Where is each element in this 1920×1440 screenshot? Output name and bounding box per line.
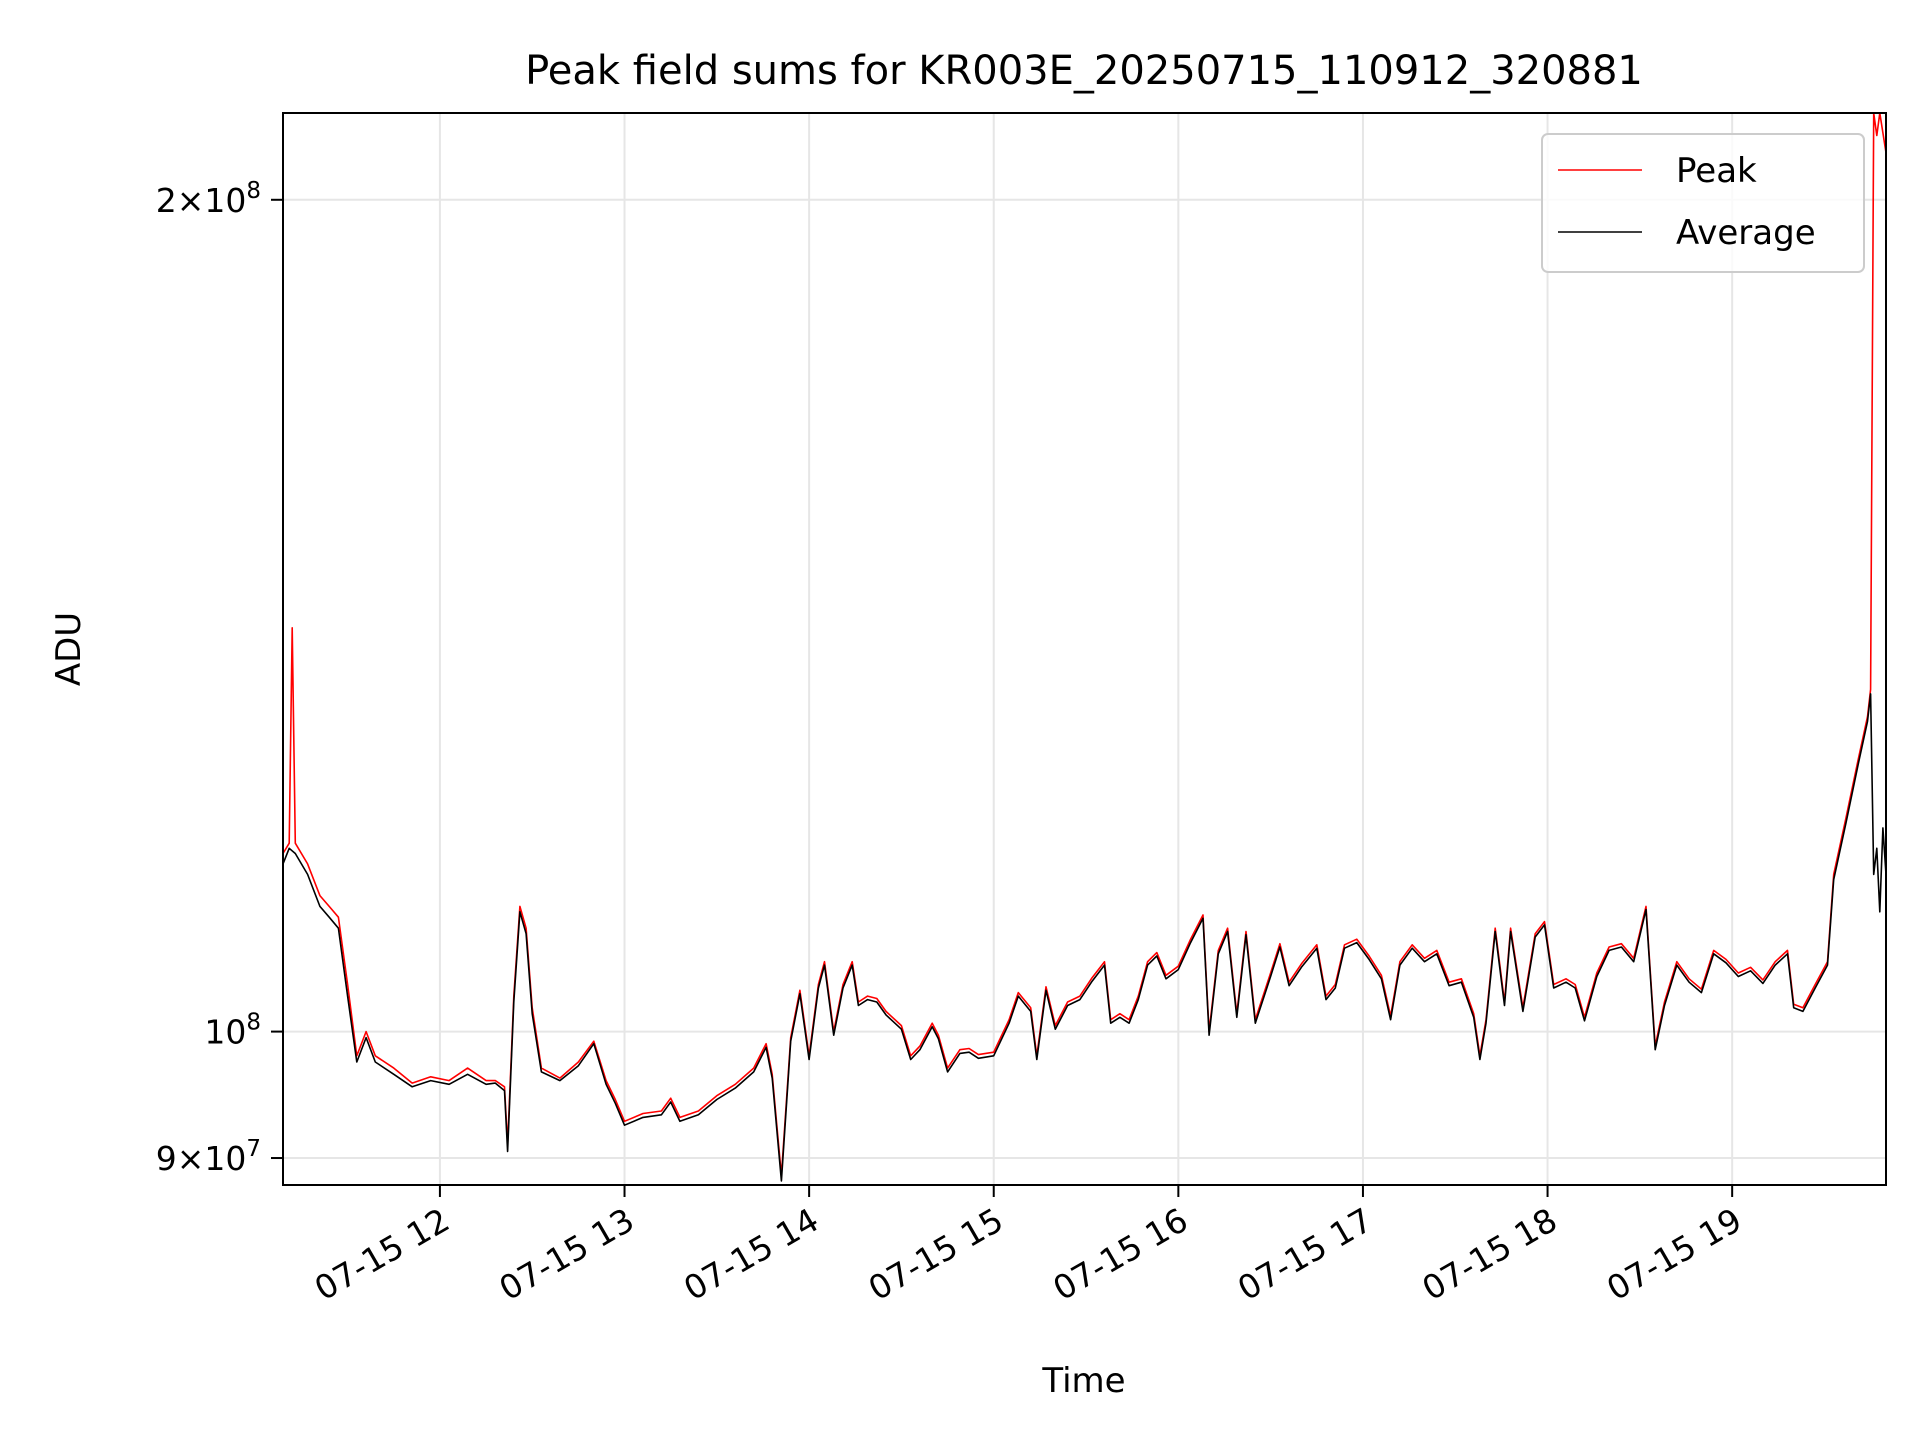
legend: Peak Average <box>1541 133 1865 273</box>
series-line-average <box>282 693 1887 1182</box>
legend-frame <box>1541 133 1865 273</box>
y-tick-label: 9×107 <box>156 1136 261 1178</box>
legend-label-average: Average <box>1676 213 1816 253</box>
x-axis-title: Time <box>1041 1361 1125 1401</box>
plot-frame <box>282 112 1887 1186</box>
y-tick-label: 2×108 <box>156 178 261 220</box>
y-axis-title: ADU <box>49 612 89 686</box>
y-tick-label: 108 <box>204 1010 261 1052</box>
chart-title: Peak field sums for KR003E_20250715_1109… <box>525 48 1643 94</box>
legend-label-peak: Peak <box>1676 151 1757 191</box>
series-lines <box>282 112 1887 1182</box>
